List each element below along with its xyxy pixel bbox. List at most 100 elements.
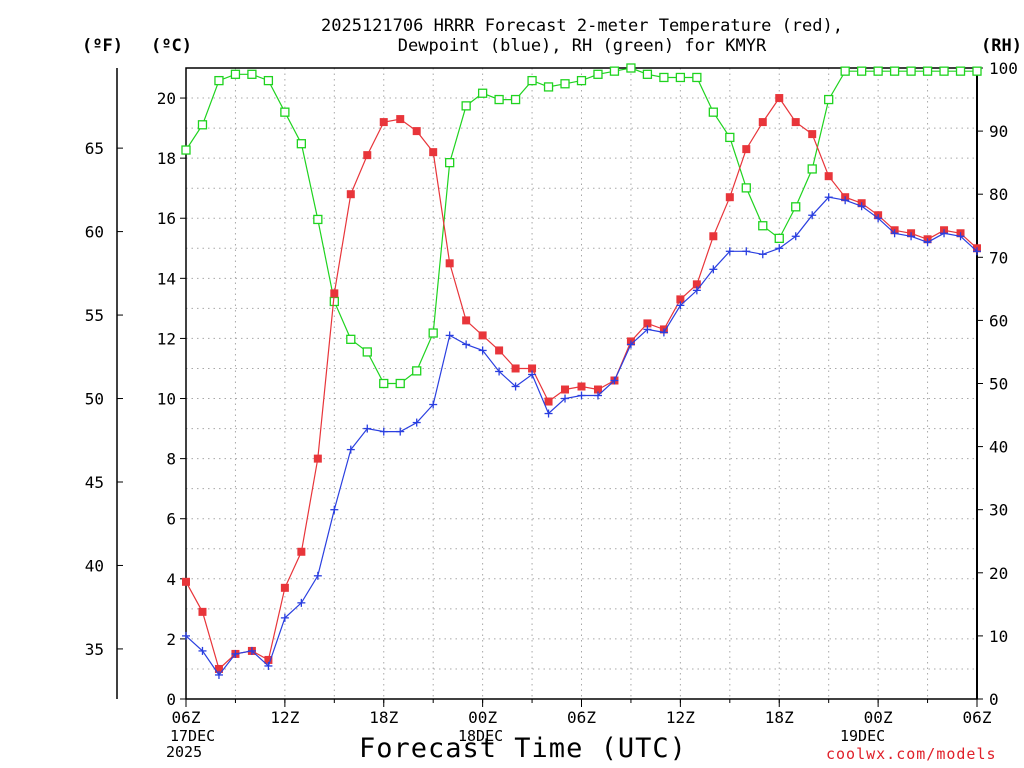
rh-point [296,139,307,149]
rh-point [576,75,587,86]
rh-point [955,66,966,76]
dewpoint-point [890,229,899,238]
rh-point [494,94,504,105]
date-label-17dec: 17DEC [170,727,216,745]
temperature-point [478,331,487,340]
celsius-tick-label: 12 [157,329,176,348]
temperature-point [544,397,553,406]
rh-tick-label: 80 [989,185,1008,204]
rh-point [379,378,389,389]
dewpoint-point [940,229,949,238]
temperature-point [297,547,306,556]
dewpoint-point [791,232,800,241]
time-tick-label: 00Z [864,708,893,727]
date-label-19dec: 19DEC [840,727,886,745]
rh-tick-label: 60 [989,311,1008,330]
dewpoint-point [264,661,273,670]
dewpoint-point [297,598,306,607]
rh-tick-label: 70 [989,248,1008,267]
dewpoint-point [659,328,668,337]
dewpoint-point [973,247,981,256]
dewpoint-point [758,250,767,259]
dewpoint-point [330,505,339,514]
dewpoint-point [528,370,537,379]
dewpoint-point [445,331,454,340]
rh-point [527,75,537,86]
celsius-tick-label: 10 [157,390,176,409]
rh-point [774,233,784,244]
temperature-point [561,385,570,394]
time-tick-label: 06Z [172,708,201,727]
time-tick-label: 00Z [468,708,497,727]
dewpoint-point [907,232,916,241]
dewpoint-point [396,427,405,436]
dewpoint-point [363,424,372,433]
temperature-point [379,118,388,127]
dewpoint-point [923,238,932,247]
fahrenheit-tick-label: 35 [85,640,104,659]
rh-point [840,66,850,76]
temperature-point [725,193,734,202]
rh-point [824,94,834,105]
dewpoint-point [824,193,833,202]
celsius-tick-label: 18 [157,149,176,168]
source-credit: coolwx.com/models [826,745,997,763]
dewpoint-point [808,211,817,220]
temperature-point [758,118,767,127]
x-axis-title: Forecast Time (UTC) [359,733,687,764]
dewpoint-point [692,286,701,295]
rh-point [675,72,686,83]
rh-point [758,221,768,231]
temperature-point [528,364,537,373]
dewpoint-point [379,427,388,436]
dewpoint-point [462,340,471,349]
rh-point [939,66,949,76]
rh-point [692,72,702,83]
rh-tick-label: 50 [989,375,1008,394]
time-tick-label: 12Z [270,708,299,727]
dewpoint-point [495,367,504,376]
temperature-point [824,172,833,181]
dewpoint-point [841,196,850,205]
fahrenheit-tick-label: 50 [85,390,104,409]
fahrenheit-tick-label: 40 [85,556,104,575]
temperature-point [346,190,355,199]
celsius-unit-label: (ºC) [151,36,192,56]
dewpoint-point [742,247,751,256]
chart-title-line2: Dewpoint (blue), RH (green) for KMYR [397,36,767,56]
rh-tick-label: 10 [989,627,1008,646]
rh-point [346,334,356,344]
dewpoint-point [247,646,256,655]
dewpoint-point [561,394,570,403]
rh-point [725,132,735,143]
temperature-point [214,664,223,673]
rh-unit-label: (RH) [981,36,1022,56]
temperature-point [742,145,751,154]
fahrenheit-unit-label: (ºF) [82,36,123,56]
chart-title-line1: 2025121706 HRRR Forecast 2-meter Tempera… [321,16,843,36]
temperature-point [808,130,817,139]
temperature-point [643,319,652,328]
temperature-point [429,148,438,157]
temperature-point [577,382,586,391]
dewpoint-point [593,391,602,400]
dewpoint-point [709,265,718,274]
dewpoint-point [313,571,322,580]
dewpoint-point [280,613,289,622]
dewpoint-point [857,202,866,211]
temperature-point [182,577,190,586]
dewpoint-point [956,232,965,241]
temperature-point [495,346,504,355]
rh-point [280,107,290,117]
temperature-point [791,118,800,127]
dewpoint-point [544,409,553,418]
time-tick-label: 18Z [369,708,398,727]
time-tick-label: 12Z [666,708,695,727]
chart-series [181,63,982,679]
dewpoint-point [511,382,520,391]
temperature-point [363,151,372,160]
temperature-point [198,607,207,616]
rh-point [659,72,669,83]
rh-point [543,82,554,92]
